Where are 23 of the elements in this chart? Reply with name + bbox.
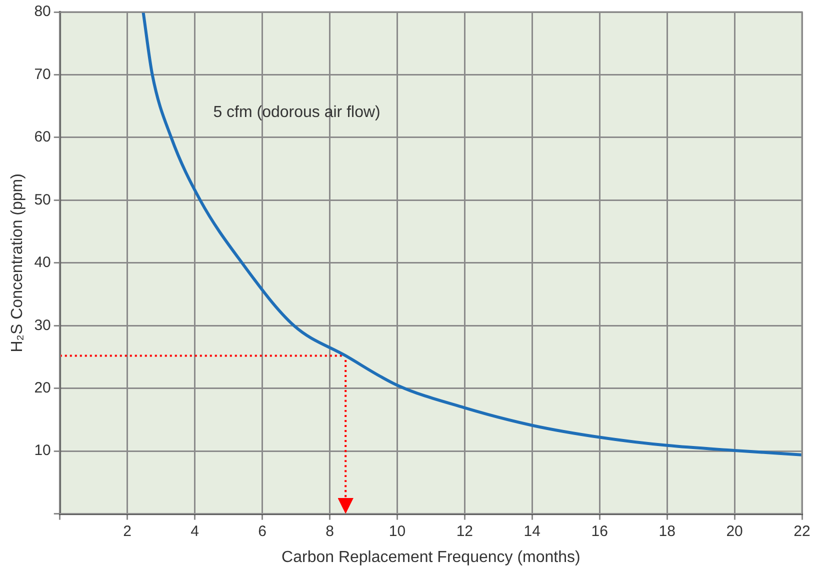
- x-tick-label: 12: [456, 522, 474, 540]
- y-tick-label: 30: [34, 316, 51, 334]
- x-axis-title: Carbon Replacement Frequency (months): [282, 548, 580, 566]
- y-tick-label: 70: [34, 66, 51, 83]
- x-tick-label: 4: [190, 522, 199, 540]
- x-tick-label: 18: [658, 522, 676, 540]
- y-tick-label: 60: [34, 128, 51, 146]
- x-tick-label: 22: [794, 522, 810, 540]
- y-tick-label: 40: [34, 254, 51, 272]
- y-tick-label: 50: [34, 191, 51, 208]
- x-tick-label: 2: [123, 522, 132, 540]
- x-tick-label: 16: [591, 522, 608, 540]
- x-tick-label: 6: [258, 522, 266, 540]
- text: 5 cfm (odorous air flow): [213, 104, 380, 121]
- line-series: [142, 12, 802, 456]
- x-tick-label: 8: [326, 522, 334, 540]
- x-tick-label: 10: [388, 522, 406, 540]
- y-tick-label: 80: [34, 3, 51, 20]
- y-axis-title: H₂S Concentration (ppm): [9, 174, 26, 352]
- x-tick-label: 14: [524, 522, 540, 540]
- y-tick-label: 10: [34, 442, 51, 460]
- x-tick-label: 20: [726, 522, 743, 540]
- y-tick-label: 20: [34, 379, 51, 396]
